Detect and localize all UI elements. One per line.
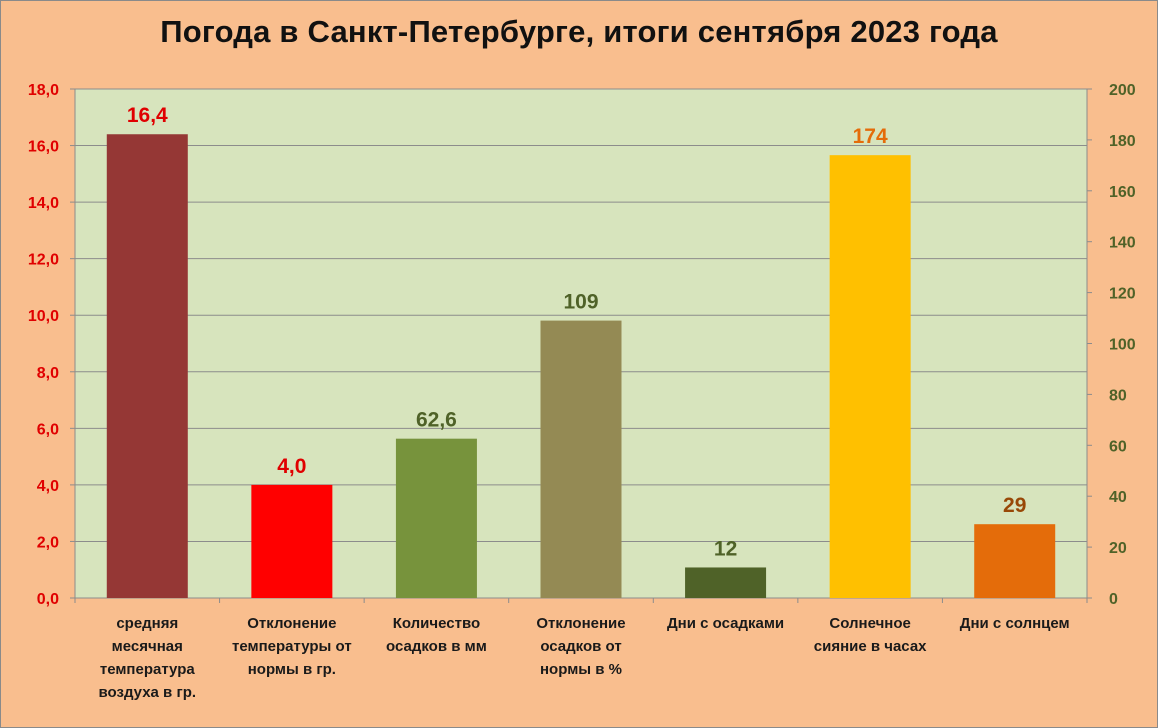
category-label: Солнечное — [829, 615, 910, 632]
right-tick-label: 60 — [1109, 438, 1127, 455]
data-label: 62,6 — [416, 409, 457, 432]
right-y-axis: 0 20 40 60 80 100 120 140 160 180 200 — [1087, 82, 1136, 608]
category-label: Дни с солнцем — [960, 615, 1070, 632]
left-tick-label: 2,0 — [37, 534, 59, 551]
right-tick-label: 80 — [1109, 387, 1127, 404]
bar — [106, 134, 188, 598]
category-label: температура — [100, 661, 196, 678]
category-label: осадков в мм — [386, 638, 487, 655]
left-tick-label: 16,0 — [28, 139, 59, 156]
right-tick-label: 100 — [1109, 337, 1136, 354]
data-label: 16,4 — [127, 104, 168, 127]
left-tick-label: 4,0 — [37, 478, 59, 495]
category-label: нормы в % — [540, 661, 622, 678]
right-tick-label: 40 — [1109, 489, 1127, 506]
category-label: осадков от — [540, 638, 621, 655]
category-label: Отклонение — [536, 615, 625, 632]
left-tick-label: 0,0 — [37, 591, 59, 608]
x-axis-categories: средняя месячная температура воздуха в гр. О… — [74, 598, 1088, 701]
data-label: 29 — [1003, 494, 1026, 517]
right-tick-label: 20 — [1109, 540, 1127, 557]
bar — [251, 484, 333, 598]
right-tick-label: 140 — [1109, 235, 1136, 252]
category-label: Дни с осадками — [667, 615, 784, 632]
category-label: нормы в гр. — [248, 661, 336, 678]
data-label: 4,0 — [277, 455, 306, 478]
left-tick-label: 8,0 — [37, 365, 59, 382]
left-tick-label: 18,0 — [28, 82, 59, 99]
category-label: воздуха в гр. — [99, 684, 197, 701]
data-label: 12 — [714, 537, 737, 560]
data-label: 174 — [853, 125, 888, 148]
left-tick-label: 12,0 — [28, 252, 59, 269]
bar — [685, 567, 767, 598]
category-label: средняя — [116, 615, 178, 632]
category-label: Количество — [393, 615, 480, 632]
right-tick-label: 120 — [1109, 286, 1136, 303]
left-tick-label: 10,0 — [28, 308, 59, 325]
right-tick-label: 180 — [1109, 133, 1136, 150]
data-labels: 16,4 4,0 62,6 109 12 174 29 — [127, 104, 1027, 560]
right-tick-label: 160 — [1109, 184, 1136, 201]
data-label: 109 — [563, 291, 598, 314]
bar — [395, 438, 477, 598]
bar — [974, 524, 1056, 598]
bars — [106, 134, 1056, 599]
right-tick-label: 200 — [1109, 82, 1136, 99]
left-tick-label: 14,0 — [28, 195, 59, 212]
left-tick-label: 6,0 — [37, 421, 59, 438]
bar — [829, 155, 911, 599]
category-label: сияние в часах — [814, 638, 927, 655]
right-tick-label: 0 — [1109, 591, 1118, 608]
category-label: Отклонение — [247, 615, 336, 632]
bar — [540, 320, 622, 598]
category-label: температуры от — [232, 638, 352, 655]
left-y-axis: 0,0 2,0 4,0 6,0 8,0 10,0 12,0 14,0 16,0 18,0 — [28, 82, 75, 608]
chart-title: Погода в Санкт-Петербурге, итоги сентябр… — [160, 14, 998, 49]
category-label: месячная — [112, 638, 183, 655]
